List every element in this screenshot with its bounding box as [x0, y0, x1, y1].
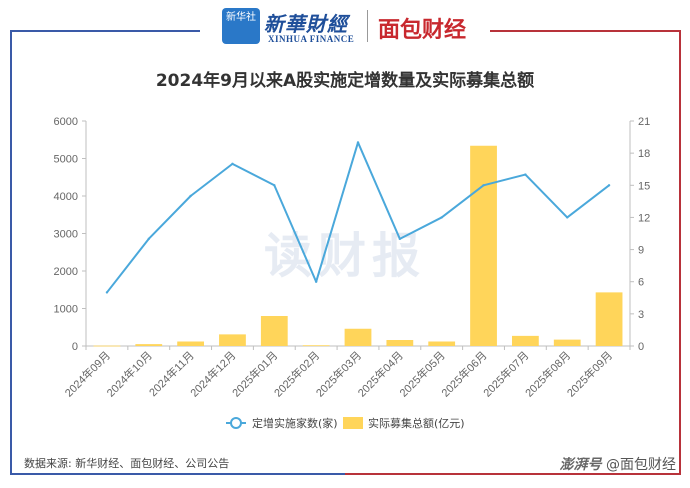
right-tick-label: 0: [638, 341, 644, 353]
left-tick-label: 4000: [54, 191, 78, 203]
watermark: 读财报: [264, 228, 426, 284]
line-point: [231, 162, 234, 166]
line-point: [566, 216, 569, 219]
right-tick-label: 9: [638, 245, 644, 257]
bar: [344, 328, 372, 346]
right-tick-label: 12: [638, 212, 650, 224]
frame-left: [10, 30, 345, 475]
line-point: [440, 216, 443, 219]
line-point: [314, 280, 318, 283]
bar: [553, 339, 581, 346]
right-tick-label: 3: [638, 309, 644, 321]
left-tick-label: 2000: [54, 266, 78, 278]
logo-box-text: 新华社: [226, 12, 256, 23]
line-point: [147, 237, 150, 241]
x-tick-label: 2024年10月: [103, 348, 154, 399]
frame-right: [345, 30, 681, 475]
line-point: [482, 184, 485, 187]
line-point: [273, 184, 276, 187]
bar: [428, 341, 456, 346]
right-tick-label: 6: [638, 277, 644, 289]
xinhua-finance-logo-en: XINHUA FINANCE: [268, 34, 355, 44]
left-tick-label: 3000: [54, 229, 78, 241]
bar: [135, 344, 163, 346]
bar: [386, 340, 414, 346]
legend-line-label: 定增实施家数(家): [252, 416, 338, 430]
left-tick-label: 1000: [54, 304, 78, 316]
line-point: [105, 291, 109, 294]
legend-bar-label: 实际募集总额(亿元): [368, 416, 465, 430]
bar: [177, 341, 205, 346]
logo-separator: [367, 10, 368, 42]
line-point: [398, 237, 402, 241]
footer-brand: 澎湃号 @面包财经: [560, 454, 676, 474]
x-tick-label: 2025年09月: [564, 348, 615, 399]
bar: [93, 345, 121, 347]
bar: [219, 334, 246, 346]
xinhua-finance-logo: 新華財經: [264, 12, 348, 36]
right-tick-label: 21: [638, 116, 650, 128]
bar: [302, 345, 330, 347]
chart-title: 2024年9月以来A股实施定增数量及实际募集总额: [155, 71, 535, 91]
line-point: [607, 184, 611, 187]
line-point: [524, 173, 527, 176]
xinhua-news-logo: 新华社: [222, 8, 260, 44]
left-tick-label: 5000: [54, 154, 78, 166]
right-tick-label: 18: [638, 148, 650, 160]
legend-bar-swatch: [343, 417, 363, 429]
right-tick-label: 15: [638, 180, 650, 192]
bar: [470, 145, 497, 346]
line-point: [356, 141, 360, 144]
left-tick-label: 0: [72, 341, 78, 353]
data-source: 数据来源: 新华财经、面包财经、公司公告: [24, 457, 230, 470]
footer-platform: 澎湃号: [559, 457, 602, 473]
left-tick-label: 6000: [54, 116, 78, 128]
bar: [260, 316, 288, 346]
mianbao-finance-logo: 面包财经: [378, 18, 467, 43]
line-point: [189, 194, 192, 198]
bar: [511, 335, 539, 346]
bar: [595, 292, 623, 346]
legend-line-marker: [230, 417, 242, 429]
footer-account: @面包财经: [606, 457, 676, 473]
